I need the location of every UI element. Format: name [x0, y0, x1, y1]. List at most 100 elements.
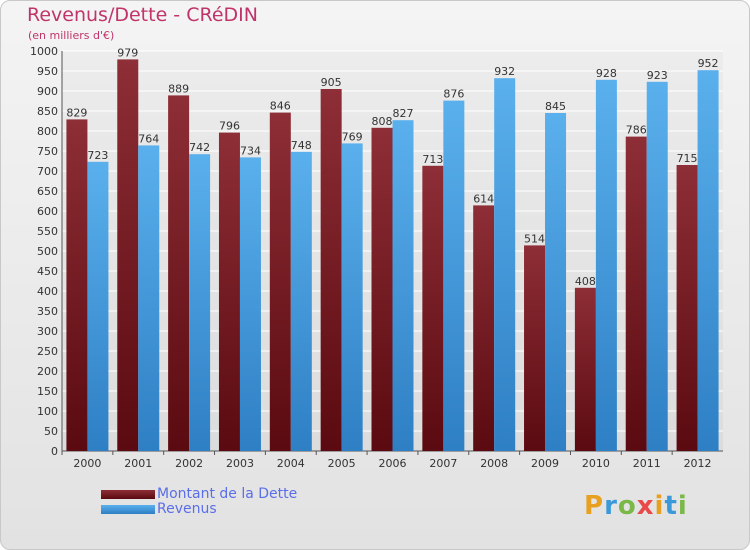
- data-label-revenus: 723: [87, 149, 108, 162]
- x-tick-label: 2012: [684, 457, 712, 470]
- data-label-revenus: 876: [443, 88, 464, 101]
- legend-swatch-revenus: [101, 505, 155, 514]
- data-label-revenus: 734: [240, 144, 261, 157]
- x-tick-label: 2010: [582, 457, 610, 470]
- x-tick-label: 2002: [175, 457, 203, 470]
- bar-dette: [422, 165, 444, 452]
- bar-dette: [625, 136, 647, 451]
- data-label-dette: 829: [66, 106, 87, 119]
- bar-revenus: [290, 151, 312, 452]
- bar-revenus: [646, 81, 668, 452]
- y-tick-label: 1000: [30, 45, 58, 58]
- bar-revenus: [138, 145, 160, 451]
- bar-dette: [473, 205, 495, 451]
- bar-dette: [117, 59, 139, 452]
- x-tick-label: 2009: [531, 457, 559, 470]
- bar-dette: [320, 89, 342, 451]
- y-tick-label: 300: [37, 325, 58, 338]
- bar-dette: [371, 127, 393, 452]
- y-tick-label: 400: [37, 285, 58, 298]
- bar-revenus: [443, 100, 465, 451]
- bar-revenus: [392, 120, 414, 451]
- legend-label-dette: Montant de la Dette: [157, 486, 298, 502]
- y-tick-label: 50: [44, 425, 58, 438]
- y-tick-label: 350: [37, 305, 58, 318]
- y-tick-label: 650: [37, 185, 58, 198]
- bar-revenus: [595, 79, 617, 452]
- x-tick-label: 2007: [429, 457, 457, 470]
- logo-letter: i: [654, 491, 665, 521]
- logo-letter: x: [636, 491, 655, 521]
- data-label-dette: 408: [575, 275, 596, 288]
- chart-title: Revenus/Dette - CRéDIN: [27, 4, 258, 26]
- legend-item-dette: Montant de la Dette: [101, 487, 297, 502]
- x-tick-label: 2005: [328, 457, 356, 470]
- data-label-revenus: 932: [494, 65, 515, 78]
- data-label-revenus: 748: [291, 139, 312, 152]
- x-tick-label: 2008: [480, 457, 508, 470]
- logo-letter: P: [584, 491, 605, 521]
- data-label-revenus: 764: [138, 132, 159, 145]
- data-label-revenus: 845: [545, 100, 566, 113]
- y-tick-label: 550: [37, 225, 58, 238]
- legend-label-revenus: Revenus: [157, 501, 217, 517]
- y-tick-label: 900: [37, 85, 58, 98]
- y-tick-label: 200: [37, 365, 58, 378]
- logo-letter: r: [604, 491, 618, 521]
- legend: Montant de la Dette Revenus: [101, 487, 297, 517]
- x-tick-label: 2003: [226, 457, 254, 470]
- y-tick-label: 150: [37, 385, 58, 398]
- y-tick-label: 450: [37, 265, 58, 278]
- data-label-dette: 846: [270, 100, 291, 113]
- y-tick-label: 100: [37, 405, 58, 418]
- data-label-dette: 808: [372, 115, 393, 128]
- bar-revenus: [87, 161, 109, 452]
- logo-letter: t: [664, 491, 678, 521]
- bar-dette: [218, 132, 240, 451]
- chart-subtitle: (en milliers d'€): [28, 29, 115, 42]
- y-tick-label: 0: [51, 445, 58, 458]
- x-tick-label: 2000: [73, 457, 101, 470]
- x-tick-label: 2006: [379, 457, 407, 470]
- bar-dette: [269, 112, 291, 451]
- data-label-dette: 796: [219, 120, 240, 133]
- legend-item-revenus: Revenus: [101, 502, 297, 517]
- bar-revenus: [494, 78, 516, 451]
- bar-chart: 0 50 100 150 200 250 300 350 400 450 500 550 600 650 7…: [30, 45, 723, 470]
- data-label-dette: 979: [117, 46, 138, 59]
- logo-letter: o: [617, 491, 637, 521]
- y-tick-label: 600: [37, 205, 58, 218]
- proxiti-logo: Proxiti: [584, 491, 688, 521]
- logo-letter: i: [677, 491, 688, 521]
- data-label-dette: 614: [473, 192, 494, 205]
- bar-revenus: [545, 113, 567, 451]
- x-tick-label: 2004: [277, 457, 305, 470]
- bar-revenus: [341, 143, 363, 451]
- y-tick-label: 700: [37, 165, 58, 178]
- data-label-revenus: 952: [698, 57, 719, 70]
- y-tick-label: 800: [37, 125, 58, 138]
- data-label-dette: 889: [168, 82, 189, 95]
- x-tick-label: 2001: [124, 457, 152, 470]
- data-label-revenus: 928: [596, 67, 617, 80]
- bar-revenus: [697, 70, 719, 451]
- data-label-dette: 905: [321, 76, 342, 89]
- bar-dette: [524, 245, 546, 451]
- data-label-dette: 715: [677, 152, 698, 165]
- bar-dette: [574, 287, 596, 451]
- y-tick-label: 850: [37, 105, 58, 118]
- bar-dette: [168, 95, 190, 452]
- data-label-dette: 713: [422, 153, 443, 166]
- data-label-dette: 786: [626, 124, 647, 137]
- bar-dette: [676, 165, 698, 451]
- data-label-revenus: 769: [342, 130, 363, 143]
- data-label-dette: 514: [524, 232, 545, 245]
- data-label-revenus: 742: [189, 141, 210, 154]
- data-label-revenus: 923: [647, 69, 668, 82]
- legend-swatch-dette: [101, 490, 155, 499]
- y-tick-label: 750: [37, 145, 58, 158]
- bar-dette: [66, 119, 88, 452]
- bar-revenus: [189, 154, 211, 451]
- y-tick-label: 500: [37, 245, 58, 258]
